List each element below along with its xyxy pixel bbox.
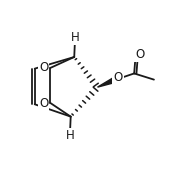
- Text: O: O: [39, 97, 49, 110]
- Text: H: H: [66, 129, 74, 142]
- Text: H: H: [71, 31, 79, 44]
- Text: O: O: [113, 71, 123, 84]
- Text: O: O: [135, 48, 144, 61]
- Text: O: O: [39, 61, 49, 74]
- Polygon shape: [98, 78, 115, 87]
